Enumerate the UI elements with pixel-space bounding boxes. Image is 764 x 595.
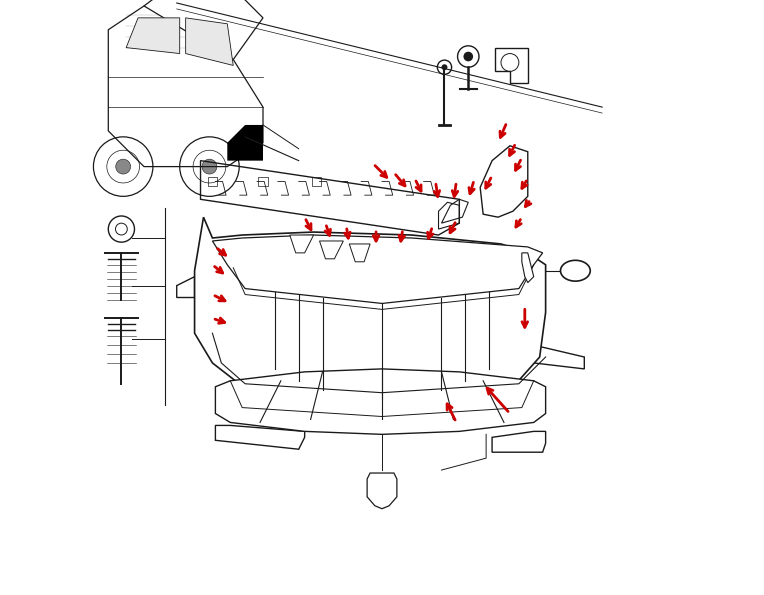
- Polygon shape: [481, 146, 528, 217]
- Circle shape: [115, 159, 131, 174]
- Polygon shape: [144, 0, 263, 60]
- Polygon shape: [186, 18, 233, 65]
- Circle shape: [464, 52, 473, 61]
- Circle shape: [442, 64, 448, 70]
- Polygon shape: [212, 235, 542, 303]
- Polygon shape: [522, 253, 534, 283]
- Bar: [208, 177, 217, 186]
- Bar: [312, 177, 322, 186]
- Polygon shape: [176, 277, 195, 298]
- Polygon shape: [228, 125, 263, 161]
- Polygon shape: [367, 473, 397, 509]
- Bar: [258, 177, 267, 186]
- Circle shape: [202, 159, 217, 174]
- Polygon shape: [492, 431, 545, 452]
- Polygon shape: [195, 217, 545, 411]
- Polygon shape: [215, 425, 305, 449]
- Polygon shape: [319, 241, 343, 259]
- Polygon shape: [290, 235, 313, 253]
- Polygon shape: [215, 369, 545, 434]
- Polygon shape: [349, 244, 370, 262]
- Circle shape: [437, 60, 452, 74]
- Polygon shape: [126, 18, 180, 54]
